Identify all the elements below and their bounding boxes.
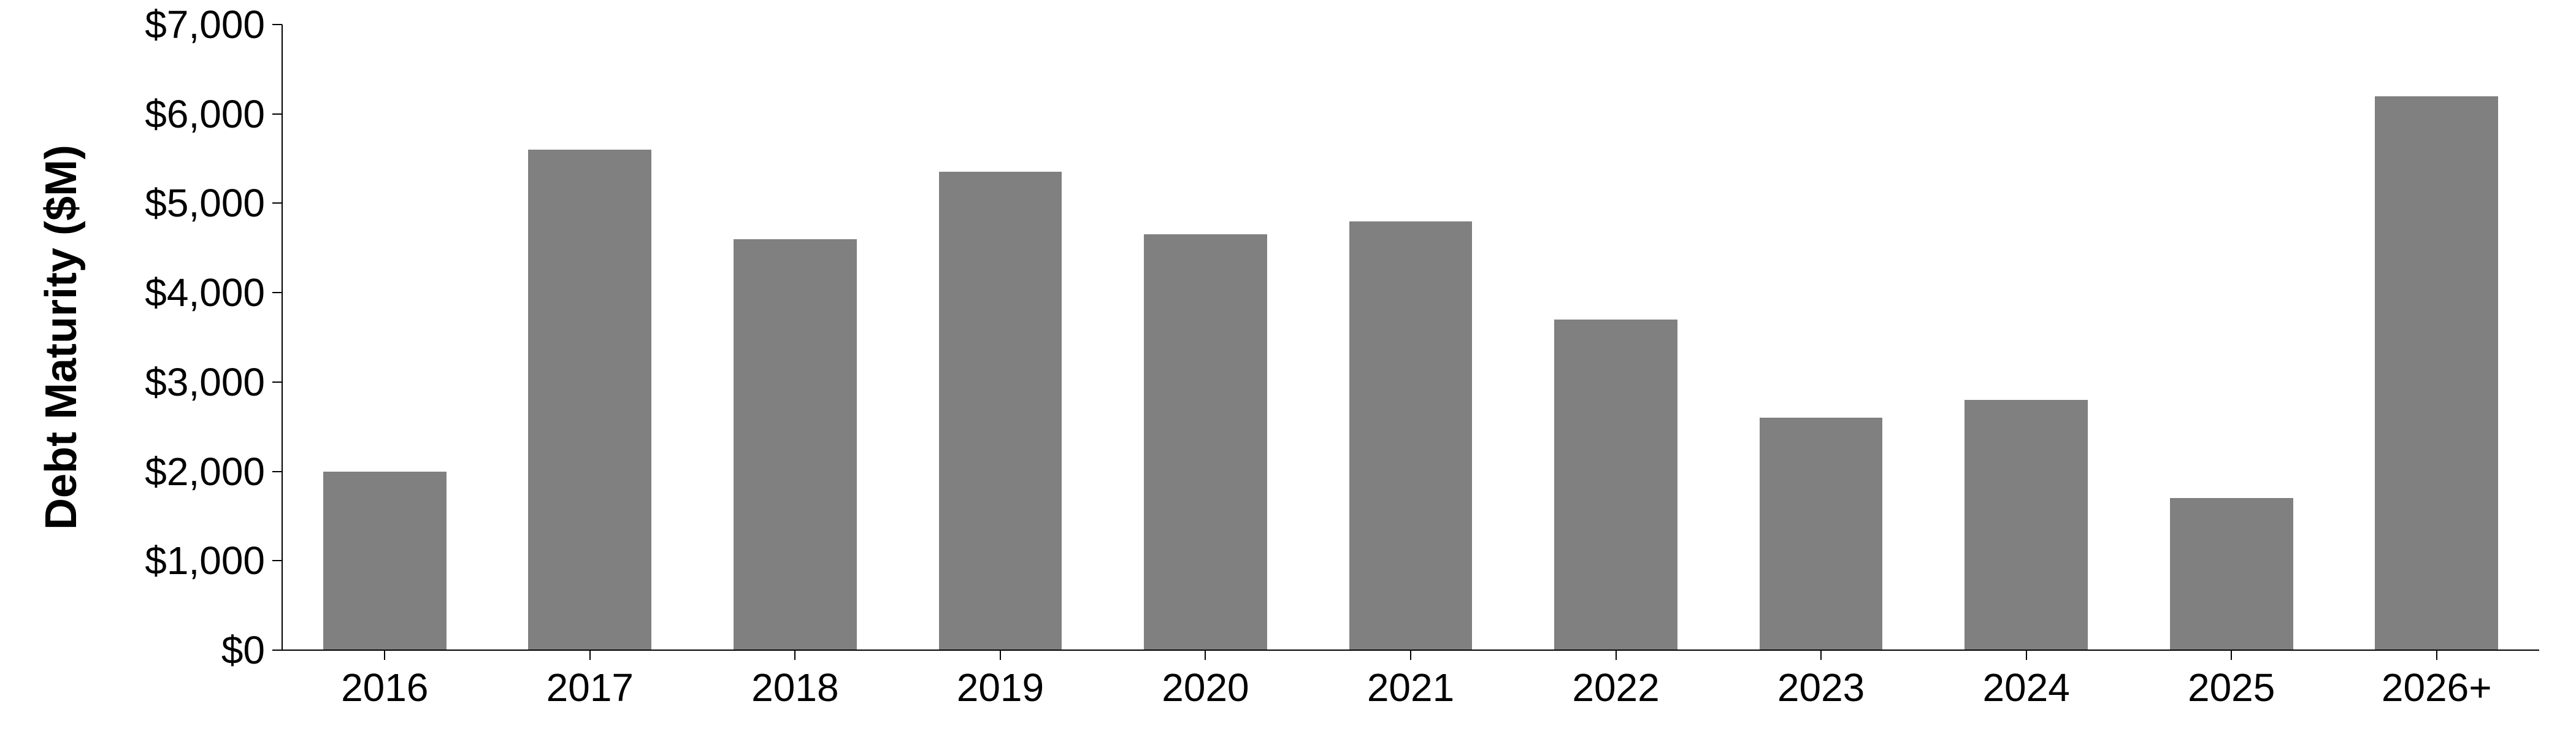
y-tick-mark bbox=[272, 113, 282, 115]
bar bbox=[1144, 234, 1267, 650]
x-tick-mark bbox=[794, 650, 795, 660]
bar bbox=[2375, 96, 2498, 650]
x-tick-label: 2016 bbox=[341, 665, 428, 710]
plot-area: $0$1,000$2,000$3,000$4,000$5,000$6,000$7… bbox=[282, 25, 2539, 650]
x-tick-label: 2024 bbox=[1982, 665, 2069, 710]
x-tick-mark bbox=[1205, 650, 1206, 660]
debt-maturity-chart: Debt Maturity ($M) $0$1,000$2,000$3,000$… bbox=[0, 0, 2576, 736]
y-tick-mark bbox=[272, 471, 282, 472]
y-tick-mark bbox=[272, 292, 282, 293]
x-tick-mark bbox=[1410, 650, 1411, 660]
x-tick-mark bbox=[384, 650, 385, 660]
bar bbox=[528, 150, 651, 650]
y-tick-mark bbox=[272, 650, 282, 651]
y-tick-mark bbox=[272, 560, 282, 561]
x-tick-label: 2023 bbox=[1777, 665, 1865, 710]
y-axis-line bbox=[282, 25, 283, 650]
y-tick-label: $1,000 bbox=[81, 538, 265, 583]
bar bbox=[1349, 221, 1473, 650]
bar bbox=[1965, 400, 2088, 650]
y-axis-title: Debt Maturity ($M) bbox=[36, 145, 86, 530]
y-tick-mark bbox=[272, 381, 282, 383]
bar bbox=[2170, 498, 2293, 650]
x-tick-mark bbox=[1000, 650, 1001, 660]
bar bbox=[1760, 418, 1883, 650]
x-tick-mark bbox=[1616, 650, 1617, 660]
y-tick-label: $0 bbox=[81, 627, 265, 673]
bar bbox=[939, 172, 1062, 650]
x-tick-mark bbox=[2026, 650, 2027, 660]
x-tick-label: 2018 bbox=[751, 665, 838, 710]
bar bbox=[734, 239, 857, 650]
x-tick-mark bbox=[2231, 650, 2232, 660]
x-tick-label: 2019 bbox=[957, 665, 1044, 710]
x-tick-label: 2026+ bbox=[2382, 665, 2492, 710]
y-tick-label: $3,000 bbox=[81, 359, 265, 405]
x-tick-mark bbox=[2436, 650, 2437, 660]
x-tick-label: 2021 bbox=[1367, 665, 1454, 710]
x-tick-mark bbox=[589, 650, 591, 660]
y-tick-mark bbox=[272, 202, 282, 204]
bar bbox=[323, 472, 447, 650]
bars-area bbox=[282, 25, 2539, 650]
y-tick-label: $6,000 bbox=[81, 91, 265, 137]
x-tick-mark bbox=[1820, 650, 1822, 660]
x-tick-label: 2017 bbox=[546, 665, 634, 710]
y-tick-label: $5,000 bbox=[81, 180, 265, 226]
y-tick-label: $4,000 bbox=[81, 270, 265, 315]
y-tick-label: $7,000 bbox=[81, 2, 265, 47]
y-tick-label: $2,000 bbox=[81, 449, 265, 494]
bar bbox=[1554, 320, 1677, 650]
x-tick-label: 2020 bbox=[1162, 665, 1249, 710]
y-tick-mark bbox=[272, 24, 282, 25]
x-tick-label: 2022 bbox=[1572, 665, 1659, 710]
x-tick-label: 2025 bbox=[2188, 665, 2275, 710]
